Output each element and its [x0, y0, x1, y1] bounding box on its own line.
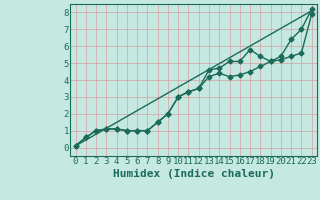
X-axis label: Humidex (Indice chaleur): Humidex (Indice chaleur): [113, 169, 275, 179]
